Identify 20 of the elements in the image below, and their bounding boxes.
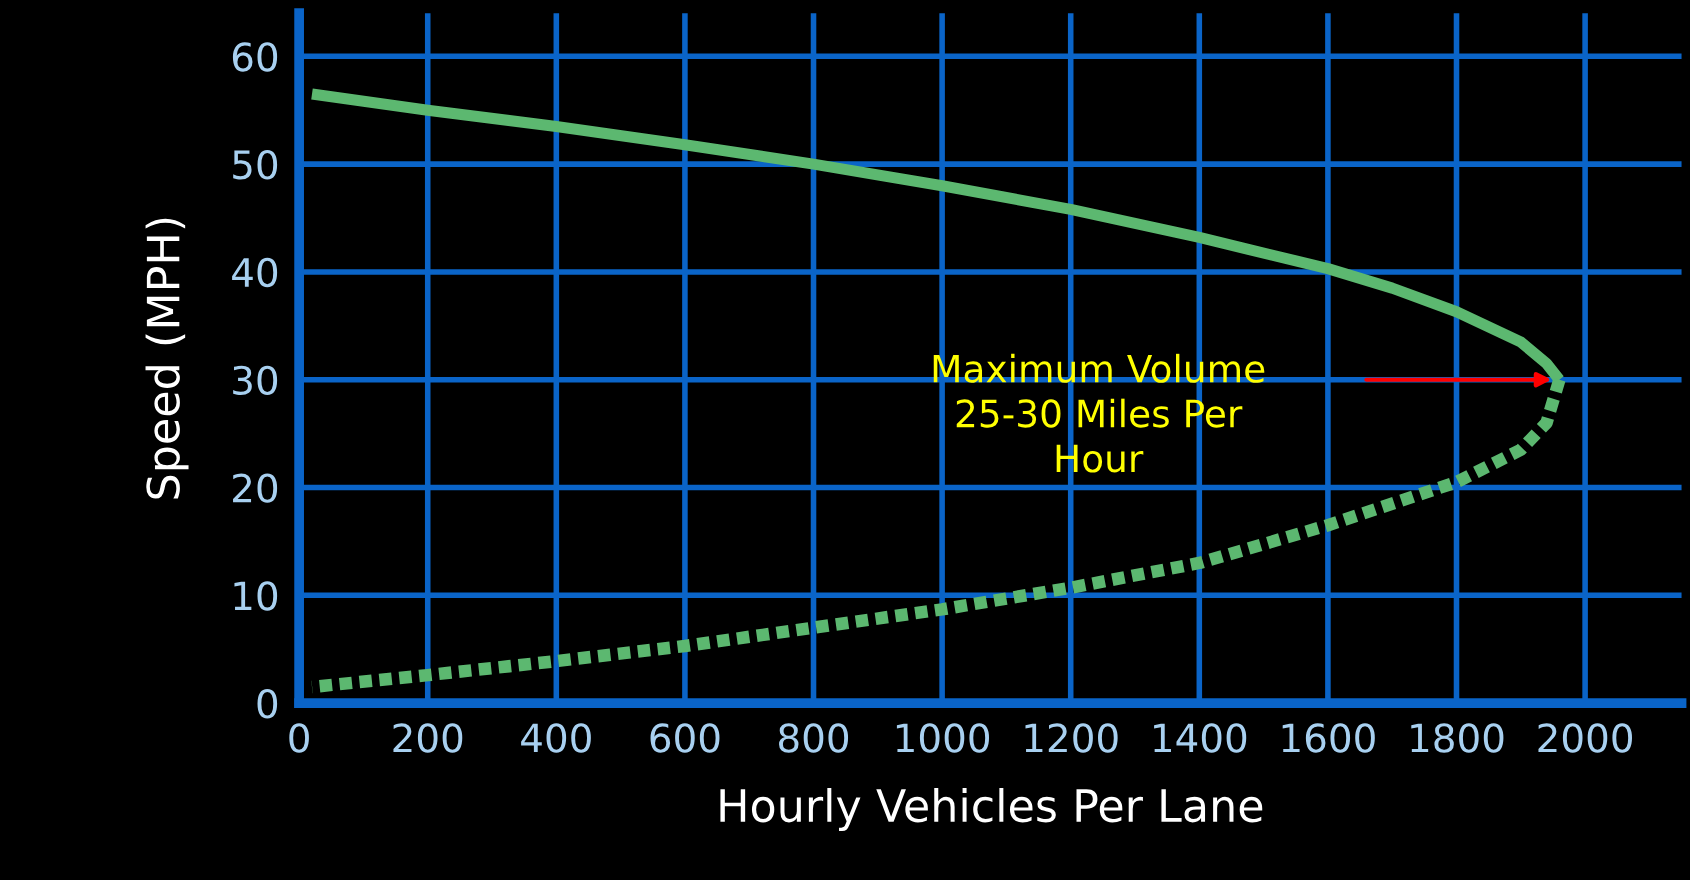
y-tick-label: 10 (234, 581, 278, 611)
y-tick-label: 0 (257, 689, 278, 719)
x-tick-label: 1000 (896, 723, 990, 753)
x-tick-label: 1400 (1154, 723, 1247, 753)
x-tick-label: 1800 (1411, 723, 1504, 753)
y-tick-label: 30 (233, 365, 278, 396)
x-axis-title: Hourly Vehicles Per Lane (720, 787, 1263, 831)
y-axis-title: Speed (MPH) (145, 218, 189, 499)
x-tick-label: 1200 (1025, 723, 1118, 753)
x-tick-label: 400 (521, 723, 591, 753)
y-tick-label: 40 (232, 257, 278, 288)
x-tick-label: 1600 (1282, 723, 1375, 753)
y-tick-label: 20 (233, 473, 278, 503)
x-tick-label: 600 (650, 723, 720, 753)
y-tick-label: 50 (233, 150, 278, 180)
x-tick-label: 800 (779, 723, 849, 753)
y-tick-label: 60 (232, 42, 278, 72)
x-tick-label: 200 (393, 723, 463, 753)
x-tick-label: 0 (289, 723, 309, 753)
x-tick-label: 2000 (1538, 723, 1632, 753)
